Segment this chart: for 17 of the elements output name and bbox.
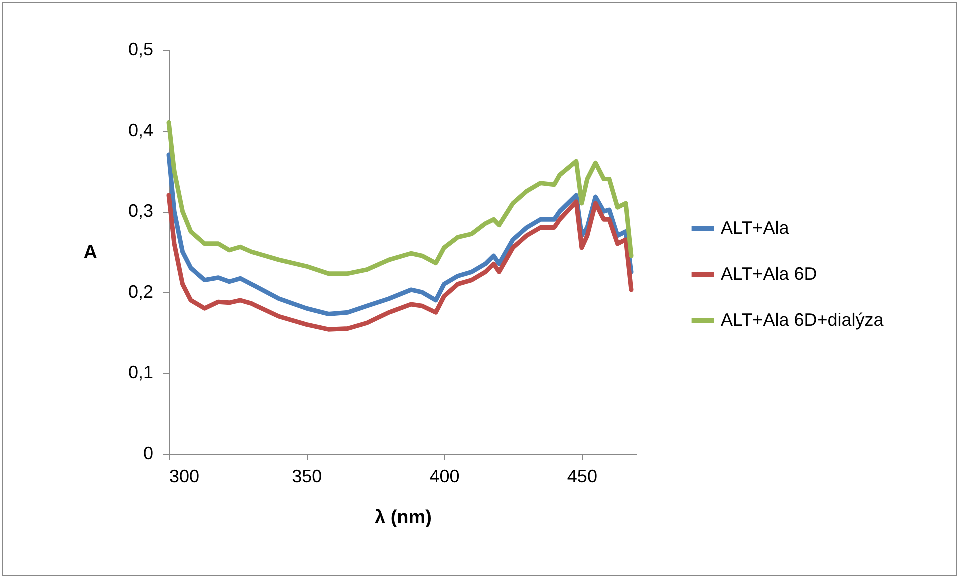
legend-label: ALT+Ala — [721, 218, 790, 238]
line-series — [166, 193, 634, 332]
y-tick-label: 0,2 — [128, 282, 154, 302]
y-axis-title: A — [84, 242, 98, 264]
y-tick-label: 0,3 — [128, 201, 154, 222]
x-axis-title: λ (nm) — [375, 508, 432, 528]
legend-label: ALT+Ala 6D+dialýza — [721, 310, 885, 330]
line-series — [166, 120, 634, 276]
y-tick-label: 0,5 — [128, 40, 154, 60]
x-tick-label: 350 — [292, 466, 322, 486]
y-tick-label: 0 — [143, 444, 154, 464]
legend-label: ALT+Ala 6D — [721, 264, 818, 284]
y-tick-label: 0,4 — [128, 120, 154, 140]
y-tick-label: 0,1 — [128, 362, 154, 383]
x-tick-label: 300 — [170, 466, 200, 486]
x-tick-label: 400 — [430, 466, 460, 486]
x-tick-label: 450 — [567, 466, 598, 486]
